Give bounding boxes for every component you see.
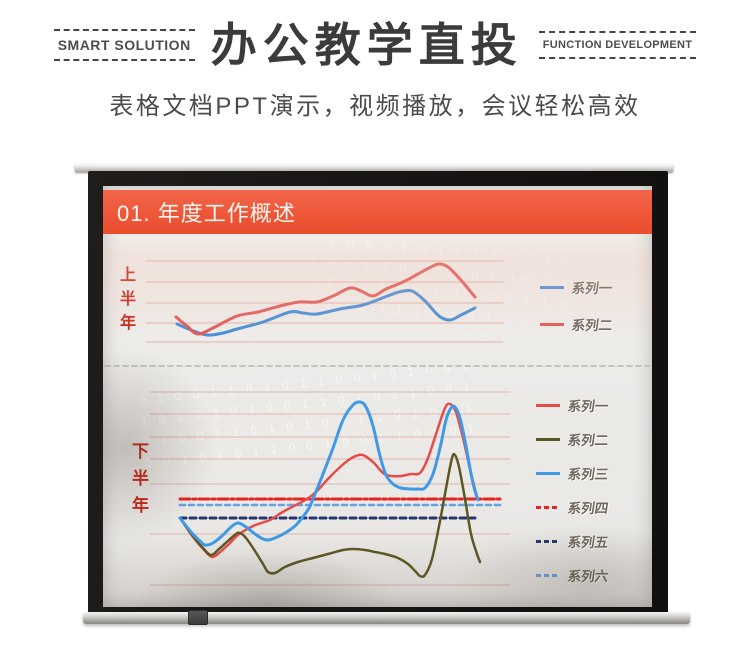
screen-pull-handle	[188, 610, 208, 625]
legend-swatch	[536, 505, 560, 509]
slide: 0 1 0 0 1 1 0 1 0 1 1 0 0 1 0 1 0 0 1 1 …	[103, 186, 652, 607]
legend-label: 系列五	[566, 535, 610, 550]
legend-label: 系列四	[566, 501, 610, 516]
legend-item-系列六: 系列六	[536, 566, 609, 584]
legend-label: 系列二	[566, 433, 610, 448]
legend-swatch	[536, 403, 560, 407]
tag-function-development: FUNCTION DEVELOPMENT	[538, 31, 697, 60]
legend-swatch	[536, 437, 560, 441]
legend-item-系列二: 系列二	[540, 315, 613, 333]
subtitle: 表格文档PPT演示，视频播放，会议轻松高效	[109, 92, 641, 120]
series-line-系列一	[178, 402, 479, 559]
legend-item-系列一: 系列一	[540, 278, 613, 296]
page-title: 办公教学直投	[210, 19, 523, 71]
series-line-系列三	[178, 400, 480, 547]
slide-title-banner: 01. 年度工作概述	[103, 190, 652, 234]
slide-title: 01. 年度工作概述	[117, 201, 296, 226]
series-line-系列一	[175, 288, 477, 337]
legend-label: 系列三	[566, 467, 610, 482]
screen-top-bar	[75, 164, 673, 172]
legend-bottom: 系列一系列二系列三系列四系列五系列六	[536, 396, 609, 600]
legend-label: 系列二	[570, 318, 614, 333]
legend-swatch	[536, 539, 560, 543]
legend-swatch	[540, 322, 564, 326]
legend-swatch	[540, 285, 564, 289]
legend-top: 系列一 系列二	[540, 278, 613, 352]
legend-label: 系列一	[566, 399, 610, 414]
legend-item-系列二: 系列二	[536, 430, 609, 448]
legend-item-系列四: 系列四	[536, 498, 609, 516]
legend-label: 系列一	[570, 281, 614, 296]
series-line-系列二	[178, 452, 482, 578]
label-first-half-year: 上半年	[117, 266, 134, 338]
legend-swatch	[536, 573, 560, 577]
series-line-系列二	[174, 262, 477, 336]
charts-svg	[104, 260, 650, 586]
legend-swatch	[536, 471, 560, 475]
legend-item-系列三: 系列三	[536, 464, 609, 482]
header: SMART SOLUTION 办公教学直投 FUNCTION DEVELOPME…	[0, 20, 750, 121]
tagline-row: SMART SOLUTION 办公教学直投 FUNCTION DEVELOPME…	[0, 20, 750, 71]
legend-item-系列五: 系列五	[536, 532, 609, 550]
screen-frame: 0 1 0 0 1 1 0 1 0 1 1 0 0 1 0 1 0 0 1 1 …	[88, 171, 668, 616]
legend-label: 系列六	[566, 569, 610, 584]
label-second-half-year: 下半年	[129, 442, 148, 523]
tag-smart-solution: SMART SOLUTION	[53, 29, 195, 62]
screen-bottom-bar	[83, 610, 690, 625]
legend-item-系列一: 系列一	[536, 396, 609, 414]
